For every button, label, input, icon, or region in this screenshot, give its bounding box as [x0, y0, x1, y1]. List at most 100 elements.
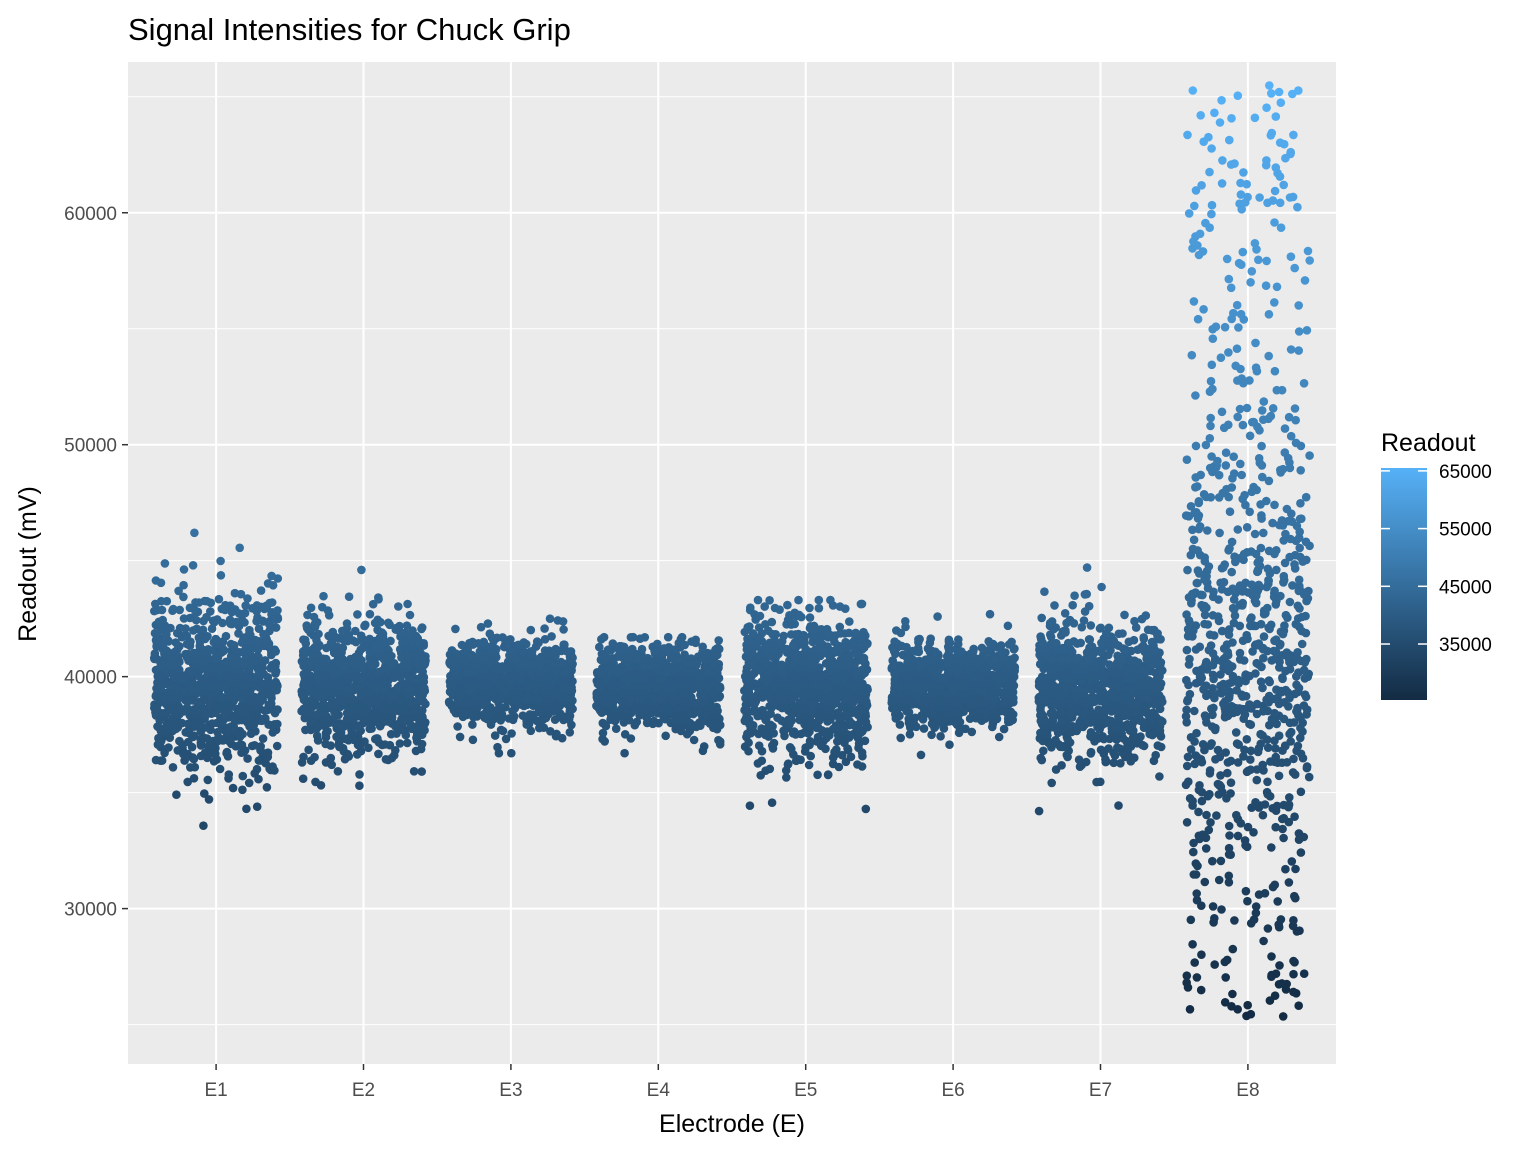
data-point	[390, 701, 400, 711]
data-point	[411, 631, 421, 641]
data-point	[417, 739, 427, 749]
data-point	[184, 667, 194, 676]
data-point	[194, 671, 203, 681]
data-point	[852, 667, 862, 677]
data-point	[527, 646, 537, 656]
data-point	[652, 684, 661, 693]
data-point	[680, 650, 689, 659]
data-point	[842, 651, 852, 660]
data-point	[156, 726, 166, 736]
data-point	[333, 649, 342, 658]
data-point	[642, 713, 651, 723]
data-point	[395, 645, 405, 654]
grid-lines	[128, 62, 1336, 1064]
data-point	[153, 638, 163, 648]
data-point	[171, 659, 181, 668]
data-point	[219, 645, 229, 655]
data-point	[762, 675, 771, 684]
data-point	[236, 589, 246, 599]
data-point	[459, 709, 469, 718]
data-point	[805, 736, 815, 746]
data-point	[156, 756, 165, 765]
data-point	[745, 642, 755, 652]
data-point	[830, 637, 839, 647]
data-point	[404, 683, 414, 693]
data-point	[809, 680, 818, 690]
data-point	[204, 795, 214, 804]
data-point	[826, 692, 835, 702]
data-point	[216, 571, 226, 580]
data-point	[246, 645, 256, 654]
data-point	[858, 727, 867, 736]
data-point	[497, 713, 507, 722]
data-point	[542, 663, 551, 673]
data-point	[223, 723, 232, 733]
data-point	[339, 661, 349, 671]
data-point	[609, 677, 618, 687]
data-point	[216, 556, 225, 566]
data-point	[219, 716, 228, 725]
data-point	[196, 741, 206, 750]
data-point	[326, 638, 336, 648]
data-point	[252, 802, 262, 811]
data-point	[228, 783, 238, 793]
data-point	[160, 559, 170, 568]
data-point	[241, 601, 250, 610]
data-point	[821, 744, 830, 754]
data-point	[809, 624, 819, 634]
data-point	[837, 750, 847, 760]
data-point	[221, 631, 231, 641]
data-point	[375, 721, 385, 731]
data-point	[324, 688, 333, 698]
data-point	[496, 692, 506, 702]
data-point	[313, 674, 323, 684]
data-point	[379, 685, 389, 694]
data-point	[797, 637, 807, 646]
data-point	[744, 746, 753, 756]
data-point	[371, 734, 380, 744]
data-point	[783, 760, 793, 769]
data-point	[243, 754, 252, 763]
data-point	[813, 770, 822, 780]
data-point	[271, 647, 281, 656]
data-point	[365, 670, 375, 680]
data-point	[188, 561, 198, 570]
data-point	[496, 725, 506, 735]
data-point	[820, 681, 830, 690]
data-point	[671, 724, 680, 734]
data-point	[455, 732, 465, 742]
data-point	[252, 616, 261, 626]
data-point	[345, 702, 354, 712]
data-point	[350, 671, 359, 681]
data-point	[626, 734, 636, 743]
data-point	[186, 637, 195, 646]
data-point	[817, 632, 826, 642]
data-point	[151, 665, 161, 675]
data-point	[245, 689, 255, 698]
data-point	[185, 681, 194, 691]
data-point	[745, 720, 754, 729]
data-point	[830, 646, 839, 655]
data-point	[316, 702, 326, 712]
data-point	[220, 708, 230, 718]
data-point	[595, 642, 604, 652]
data-point	[465, 698, 475, 707]
data-point	[521, 694, 531, 704]
data-point	[300, 635, 310, 645]
data-point	[508, 715, 518, 725]
data-point	[381, 649, 391, 658]
data-point	[697, 680, 707, 690]
data-point	[393, 683, 403, 692]
data-point	[839, 733, 848, 743]
data-point	[311, 777, 320, 787]
data-point	[209, 757, 219, 766]
data-point	[328, 662, 338, 671]
data-point	[791, 653, 800, 662]
data-point	[743, 673, 752, 683]
data-point	[262, 783, 272, 792]
data-point	[246, 658, 255, 667]
data-point	[249, 720, 258, 730]
data-point	[366, 720, 376, 729]
data-point	[157, 596, 166, 606]
data-point	[453, 722, 462, 731]
